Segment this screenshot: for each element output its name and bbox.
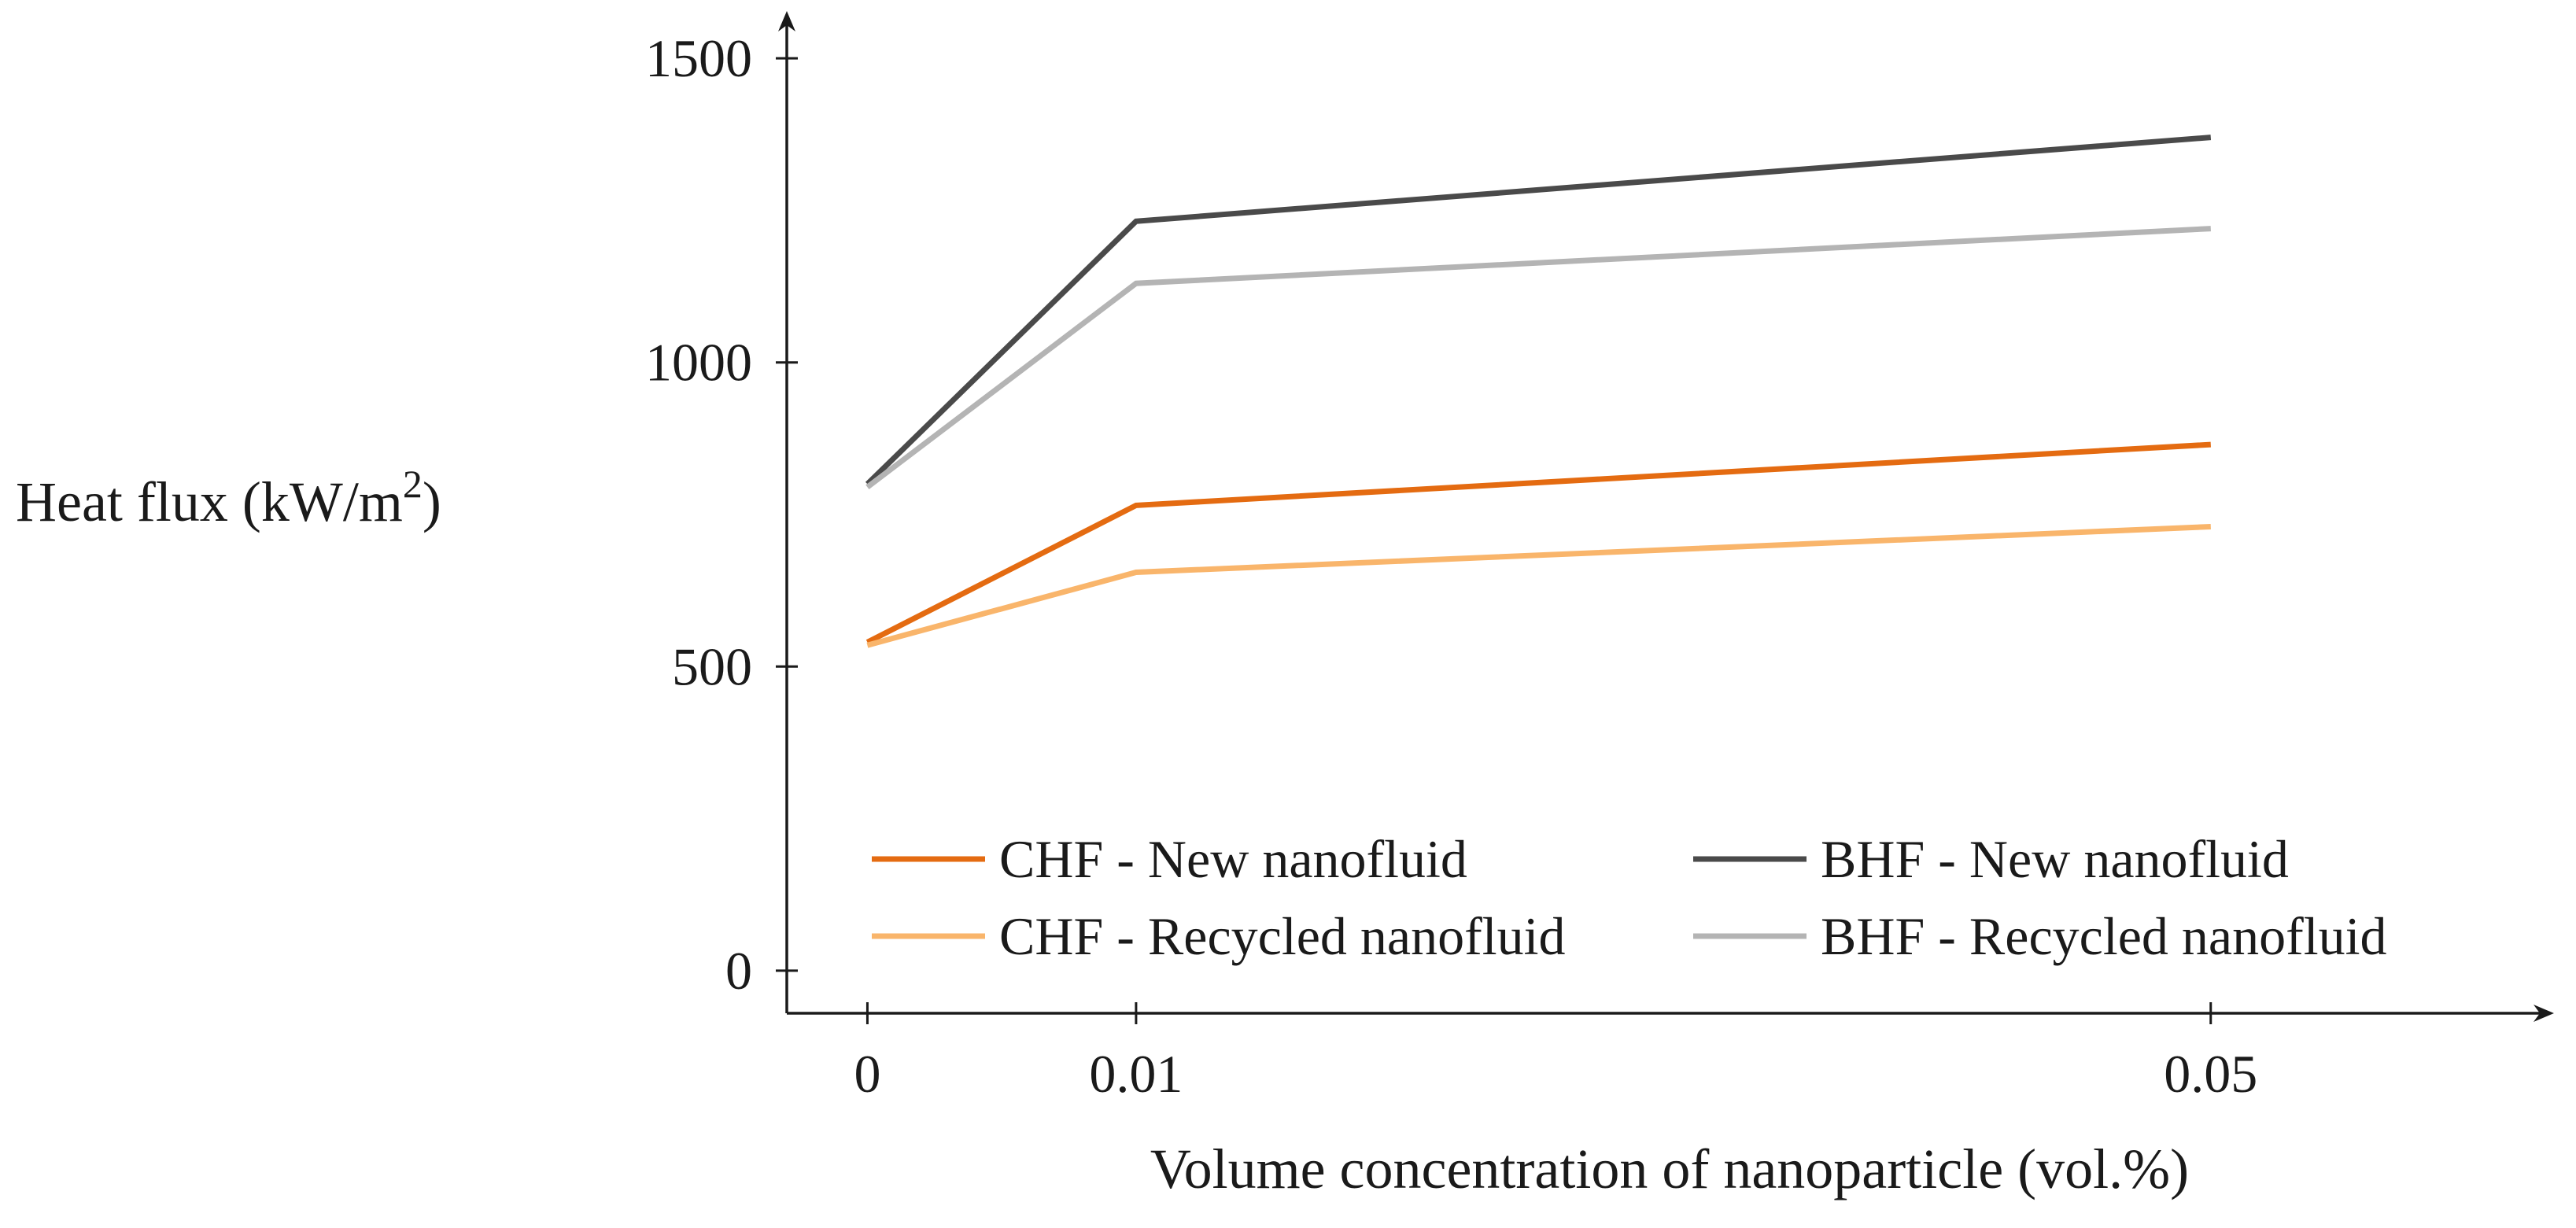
y-axis-label: Heat flux (kW/m2) [16, 462, 441, 533]
axes: 0 500 1000 1500 0 0.01 0.05 [645, 11, 2554, 1104]
legend-entry: CHF - Recycled nanofluid [872, 906, 1566, 966]
legend-entry: CHF - New nanofluid [872, 829, 1467, 889]
y-tick-label: 0 [725, 941, 752, 1001]
x-tick-label: 0.01 [1089, 1044, 1183, 1104]
y-tick-label: 1000 [645, 333, 752, 393]
series-line-1 [865, 441, 2211, 645]
x-tick-label: 0 [854, 1044, 880, 1104]
x-axis-label: Volume concentration of nanoparticle (vo… [1150, 1138, 2189, 1200]
legend-entry: BHF - New nanofluid [1693, 829, 2289, 889]
y-axis-arrow [778, 11, 795, 31]
legend: CHF - New nanofluid BHF - New nanofluid CH… [872, 829, 2387, 966]
y-axis-label-text: Heat flux (kW/m [16, 470, 403, 533]
series-line-4 [865, 226, 2211, 489]
legend-label: BHF - New nanofluid [1821, 829, 2289, 889]
legend-label: BHF - Recycled nanofluid [1821, 906, 2387, 966]
axis-labels: Volume concentration of nanoparticle (vo… [16, 462, 2189, 1200]
series-line-3 [865, 135, 2212, 486]
x-tick-label: 0.05 [2164, 1044, 2257, 1104]
legend-label: CHF - New nanofluid [999, 829, 1467, 889]
legend-label: CHF - Recycled nanofluid [999, 906, 1566, 966]
y-tick-label: 1500 [645, 28, 752, 88]
x-axis-arrow [2534, 1005, 2554, 1022]
y-axis-label-superscript: 2 [403, 462, 423, 506]
series-lines [865, 135, 2212, 648]
legend-entry: BHF - Recycled nanofluid [1693, 906, 2387, 966]
y-tick-label: 500 [672, 636, 752, 696]
series-line-2 [866, 524, 2211, 648]
y-axis-label-suffix: ) [423, 470, 441, 533]
